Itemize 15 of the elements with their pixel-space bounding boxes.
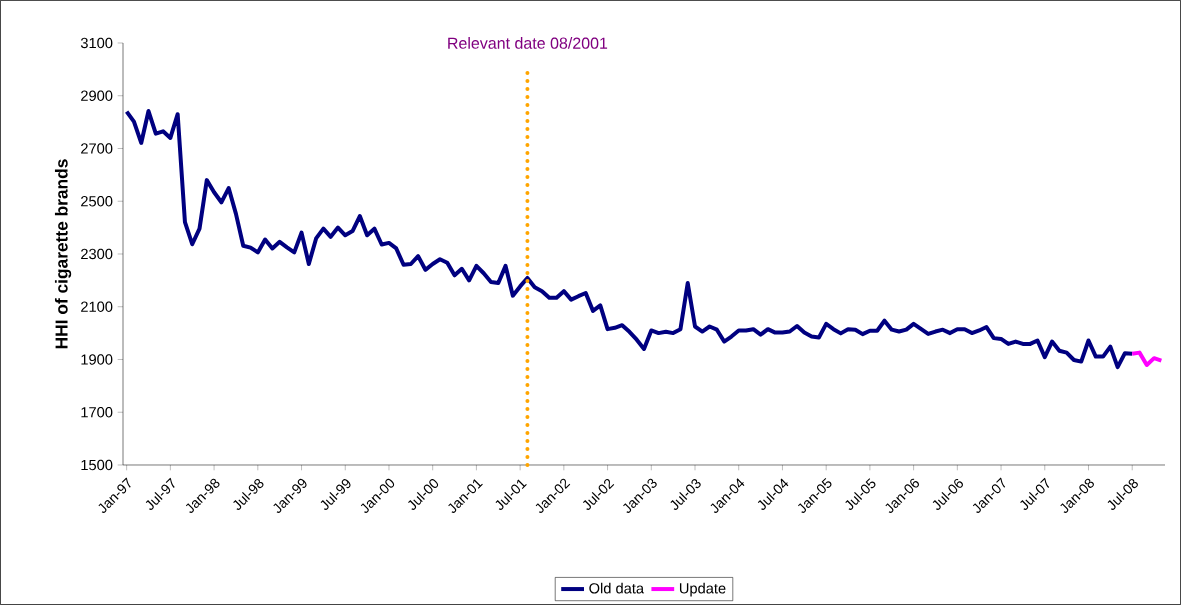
y-tick-label: 2500 (81, 196, 113, 207)
line-series (124, 109, 1135, 370)
line-series (1130, 350, 1164, 368)
legend-label: Old data (589, 582, 645, 594)
y-tick-label: 1500 (81, 459, 113, 471)
y-tick-label: 2300 (81, 248, 113, 260)
y-tick-label: 1900 (81, 354, 113, 365)
ref-line-label: Relevant date 08/2001 (448, 37, 608, 49)
y-tick-label: 2100 (81, 301, 113, 312)
y-tick-label: 2700 (81, 143, 113, 154)
y-axis-title: HHI of cigarette brands (54, 159, 72, 349)
y-tick-label: 3100 (80, 37, 113, 49)
y-tick-label: 1700 (81, 407, 113, 418)
y-tick-label: 2900 (81, 90, 113, 101)
legend-label: Update (679, 582, 726, 597)
